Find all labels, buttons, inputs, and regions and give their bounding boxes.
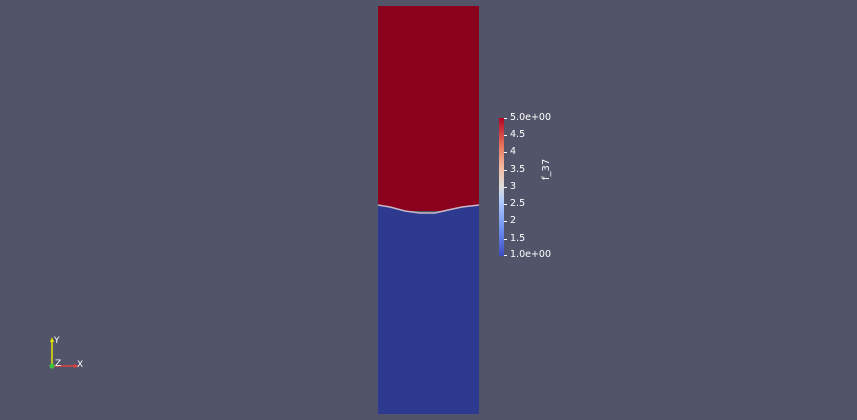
colorbar-tick-label: 3 bbox=[510, 181, 517, 192]
colorbar-tick bbox=[504, 135, 507, 136]
axis-z-label: Z bbox=[55, 359, 62, 369]
colorbar-tick-label: 2 bbox=[510, 215, 517, 226]
field-top-region bbox=[378, 6, 479, 211]
orientation-axes: Y Z X bbox=[40, 334, 90, 374]
colorbar-tick-label: 4 bbox=[510, 146, 517, 157]
colorbar-tick bbox=[504, 221, 507, 222]
colorbar-tick-label: 1.5 bbox=[510, 233, 526, 244]
colorbar-tick bbox=[504, 170, 507, 171]
colorbar-tick bbox=[504, 152, 507, 153]
colorbar-tick bbox=[504, 255, 507, 256]
colorbar-tick-label: 4.5 bbox=[510, 129, 526, 140]
colorbar-tick-label: 2.5 bbox=[510, 198, 526, 209]
colorbar-title: f_37 bbox=[541, 158, 552, 180]
axis-x-label: X bbox=[77, 360, 84, 370]
field-bottom-region bbox=[378, 205, 479, 414]
colorbar-tick-label: 5.0e+00 bbox=[510, 112, 552, 123]
orientation-axes-icon bbox=[49, 337, 79, 369]
colorbar-tick bbox=[504, 204, 507, 205]
interface-line bbox=[377, 204, 480, 214]
colorbar bbox=[499, 118, 504, 256]
axis-y-label: Y bbox=[54, 336, 60, 346]
colorbar-tick-label: 1.0e+00 bbox=[510, 249, 552, 260]
colorbar-tick bbox=[504, 187, 507, 188]
colorbar-tick bbox=[504, 118, 507, 119]
colorbar-tick bbox=[504, 239, 507, 240]
colorbar-tick-label: 3.5 bbox=[510, 164, 526, 175]
